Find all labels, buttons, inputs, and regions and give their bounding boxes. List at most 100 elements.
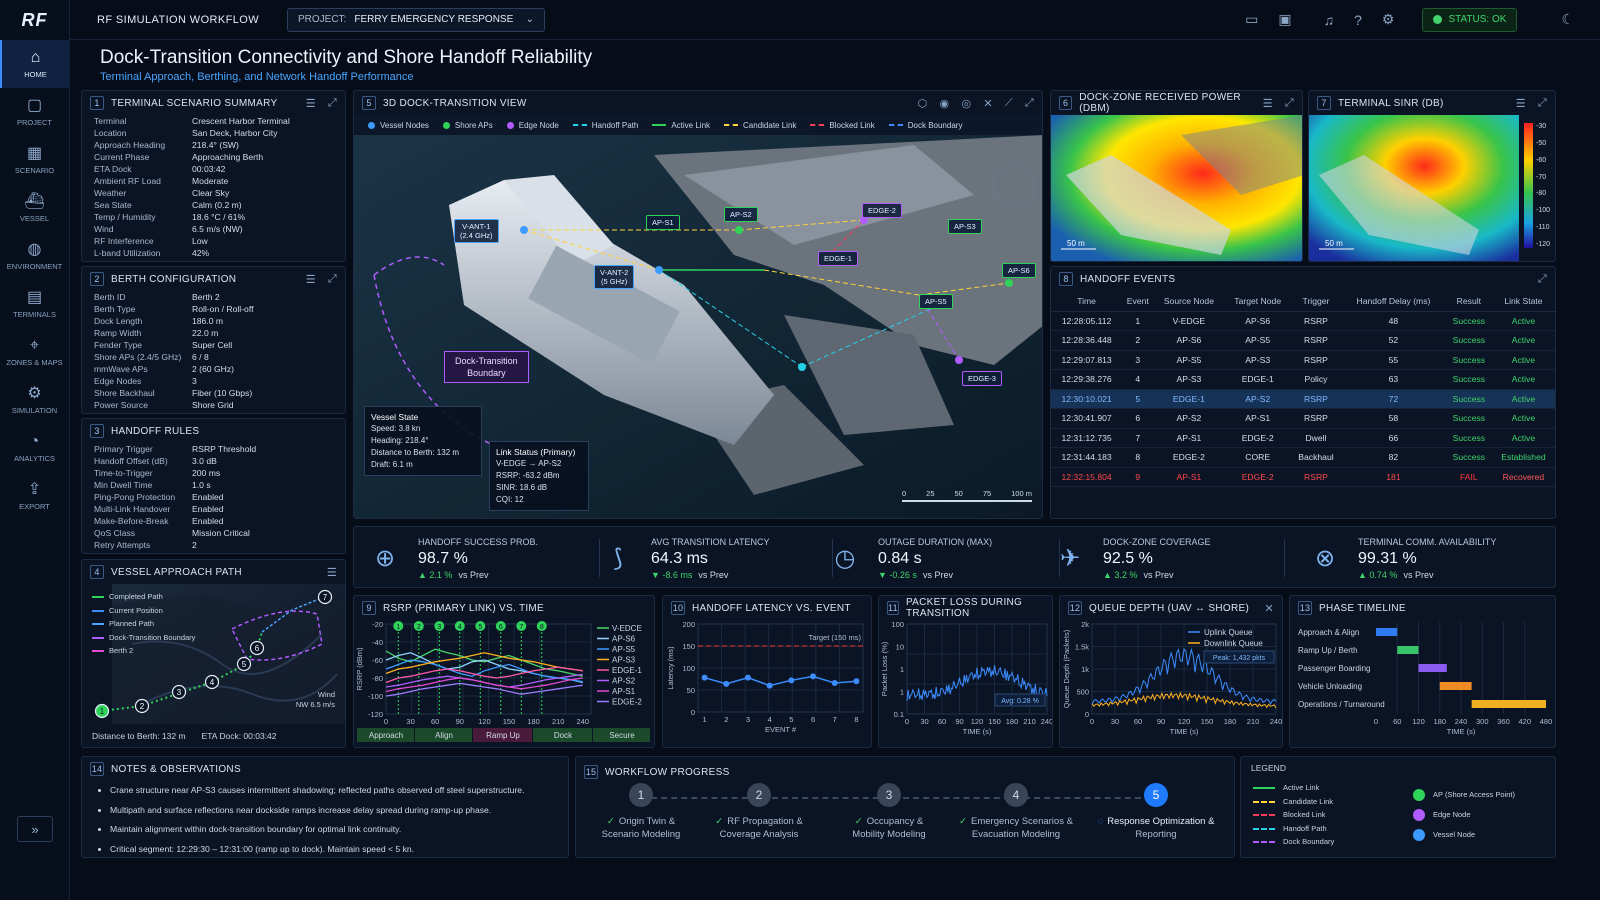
- sidebar-item-home[interactable]: ⌂ HOME: [0, 40, 69, 88]
- gear-icon[interactable]: ⚙: [1381, 11, 1395, 27]
- kv-key: Weather: [94, 188, 127, 198]
- expand-icon[interactable]: ⤢: [1024, 96, 1034, 109]
- node-label-edge-2[interactable]: EDGE-2: [862, 203, 902, 218]
- phase-tab-secure[interactable]: Secure: [593, 728, 650, 742]
- node-label-ap-s6[interactable]: AP-S6: [1002, 263, 1036, 278]
- table-row[interactable]: 12:31:12.735 7 AP-S1 EDGE-2 Dwell 66 Success Ac…: [1051, 428, 1555, 448]
- column-header[interactable]: Event: [1122, 291, 1154, 312]
- close-icon[interactable]: ✕: [1264, 602, 1274, 615]
- list-icon[interactable]: ☰: [326, 566, 337, 579]
- node-label-edge-3[interactable]: EDGE-3: [962, 371, 1002, 386]
- help-icon[interactable]: ?: [1354, 11, 1362, 28]
- map-pin-icon: ⌖: [29, 336, 39, 354]
- x-axis-label: TIME (s): [1170, 727, 1199, 736]
- node-label-v-ant-2[interactable]: V-ANT-2 (5 GHz): [594, 265, 635, 289]
- sidebar-item-environment[interactable]: ◍ ENVIRONMENT: [0, 232, 69, 280]
- column-header[interactable]: Result: [1445, 291, 1492, 312]
- cube-icon[interactable]: ⬡: [917, 97, 928, 110]
- list-icon[interactable]: ☰: [1515, 97, 1526, 110]
- table-row[interactable]: 12:29:38.276 4 AP-S3 EDGE-1 Policy 63 Success A…: [1051, 369, 1555, 390]
- list-icon[interactable]: ☰: [305, 97, 316, 110]
- sidebar-item-terminals[interactable]: ▤ TERMINALS: [0, 280, 69, 328]
- expand-icon[interactable]: ⤢: [327, 96, 337, 109]
- workflow-step-5[interactable]: 5 ◌ Response Optimization & Reporting: [1091, 783, 1221, 841]
- folder-icon[interactable]: ▭: [1245, 11, 1259, 27]
- column-header[interactable]: Trigger: [1290, 291, 1342, 312]
- table-cell: RSRP: [1290, 408, 1342, 429]
- map-legend-item: Current Position: [92, 604, 195, 618]
- column-header[interactable]: Time: [1051, 291, 1123, 312]
- phase-bar: [1439, 682, 1472, 690]
- path-marker[interactable]: 1: [94, 703, 110, 719]
- project-select[interactable]: PROJECT: FERRY EMERGENCY RESPONSE ⌄: [287, 7, 545, 32]
- workflow-step-4[interactable]: 4 ✓ Emergency Scenarios & Evacuation Modeli…: [951, 783, 1081, 841]
- sidebar-item-scenario[interactable]: ▦ SCENARIO: [0, 136, 69, 184]
- path-marker[interactable]: 4: [204, 674, 220, 690]
- sidebar-item-export[interactable]: ⇪ EXPORT: [0, 472, 69, 520]
- expand-icon[interactable]: ⤢: [1537, 96, 1547, 109]
- panel-title: PHASE TIMELINE: [1319, 602, 1406, 614]
- column-header[interactable]: Link State: [1491, 291, 1555, 312]
- path-marker[interactable]: 6: [249, 640, 265, 656]
- bell-icon[interactable]: ♫: [1323, 11, 1335, 28]
- fit-icon[interactable]: ✕: [983, 97, 993, 110]
- save-icon[interactable]: ▣: [1278, 11, 1292, 27]
- table-row[interactable]: 12:30:41.907 6 AP-S2 AP-S1 RSRP 58 Success Acti…: [1051, 408, 1555, 429]
- sidebar-item-simulation[interactable]: ⚙ SIMULATION: [0, 376, 69, 424]
- kv-key: Wind: [94, 224, 114, 234]
- node-label-v-ant-1[interactable]: V-ANT-1 (2.4 GHz): [454, 219, 499, 243]
- phase-tab-approach[interactable]: Approach: [357, 728, 414, 742]
- node-label-ap-s1[interactable]: AP-S1: [646, 215, 680, 230]
- path-marker[interactable]: 3: [171, 684, 187, 700]
- list-icon[interactable]: ☰: [1262, 97, 1273, 110]
- sidebar-item-analytics[interactable]: ◔ ANALYTICS: [0, 424, 69, 472]
- workflow-step-3[interactable]: 3 ✓ Occupancy & Mobility Modeling: [824, 783, 954, 841]
- table-row[interactable]: 12:30:10.021 5 EDGE-1 AP-S2 RSRP 72 Success Act…: [1051, 389, 1555, 409]
- expand-icon[interactable]: ⤢: [1284, 96, 1294, 109]
- sidebar-item-vessel[interactable]: ⛴ VESSEL: [0, 184, 69, 232]
- expand-icon[interactable]: ⤢: [327, 272, 337, 285]
- screenshot-icon[interactable]: ◎: [961, 97, 972, 110]
- map-legend-item: Berth 2: [92, 644, 195, 658]
- phase-tab-align[interactable]: Align: [415, 728, 472, 742]
- column-header[interactable]: Handoff Delay (ms): [1341, 291, 1446, 312]
- table-row[interactable]: 12:32:15.804 9 AP-S1 EDGE-2 RSRP 181 FAIL Recov…: [1051, 467, 1555, 487]
- path-marker[interactable]: 2: [134, 698, 150, 714]
- table-cell: Policy: [1290, 369, 1342, 390]
- node-label-ap-s5[interactable]: AP-S5: [919, 294, 953, 309]
- table-row[interactable]: 12:28:36.448 2 AP-S6 AP-S5 RSRP 52 Success Acti…: [1051, 330, 1555, 351]
- step-number: 2: [747, 783, 771, 807]
- table-row[interactable]: 12:29:07.813 3 AP-S5 AP-S3 RSRP 55 Success Acti…: [1051, 350, 1555, 370]
- camera-icon[interactable]: ◉: [939, 97, 950, 110]
- sidebar-item-zones-maps[interactable]: ⌖ ZONES & MAPS: [0, 328, 69, 376]
- x-tick-label: 60: [431, 717, 439, 726]
- status-badge: STATUS: OK: [1422, 7, 1518, 32]
- sidebar-item-project[interactable]: ▢ PROJECT: [0, 88, 69, 136]
- chart-icon[interactable]: ⟋: [1004, 96, 1013, 109]
- node-label-ap-s2[interactable]: AP-S2: [724, 207, 758, 222]
- latency-line-chart: 0 50 100 150 200 1 2 3 4 5 6 7 8 Target (150 ms) Laten…: [666, 620, 864, 734]
- expand-sidebar-button[interactable]: »: [17, 816, 53, 842]
- column-header[interactable]: Target Node: [1224, 291, 1291, 312]
- workflow-step-1[interactable]: 1 ✓ Origin Twin & Scenario Modeling: [576, 783, 706, 841]
- node-label-ap-s3[interactable]: AP-S3: [948, 219, 982, 234]
- legend-swatch: [888, 124, 903, 127]
- legend-label: Downlink Queue: [1204, 639, 1263, 648]
- column-header[interactable]: Source Node: [1153, 291, 1225, 312]
- moon-icon[interactable]: ☾: [1561, 11, 1574, 27]
- table-row[interactable]: 12:31:44.183 8 EDGE-2 CORE Backhaul 82 Success…: [1051, 447, 1555, 468]
- panel-number: 11: [887, 601, 899, 615]
- table-cell: AP-S5: [1224, 330, 1291, 351]
- node-label-edge-1[interactable]: EDGE-1: [818, 251, 858, 266]
- workflow-step-2[interactable]: 2 ✓ RF Propagation & Coverage Analysis: [694, 783, 824, 841]
- satellite-icon: ✈: [1059, 544, 1081, 572]
- list-icon[interactable]: ☰: [305, 273, 316, 286]
- kv-key: Shore APs (2.4/5 GHz): [94, 352, 182, 362]
- expand-icon[interactable]: ⤢: [1537, 272, 1547, 285]
- x-tick-label: 180: [1006, 717, 1019, 726]
- path-marker[interactable]: 5: [236, 656, 252, 672]
- phase-tab-dock[interactable]: Dock: [533, 728, 592, 742]
- phase-tab-ramp-up[interactable]: Ramp Up: [473, 728, 532, 742]
- table-row[interactable]: 12:28:05.112 1 V-EDGE AP-S6 RSRP 48 Success Act…: [1051, 311, 1555, 331]
- path-marker[interactable]: 7: [317, 589, 333, 605]
